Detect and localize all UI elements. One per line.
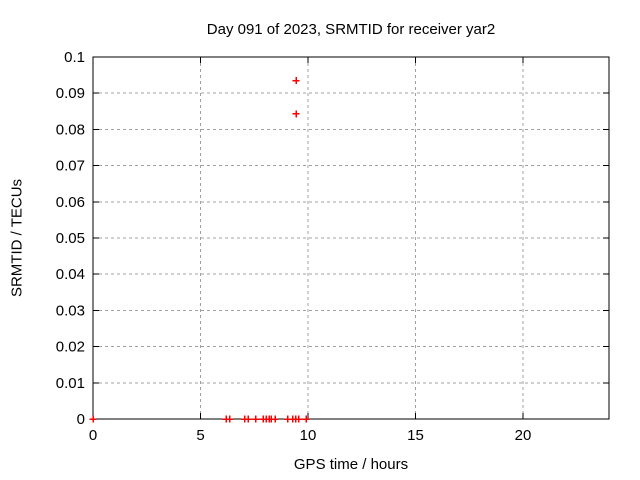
y-tick-label: 0 xyxy=(77,411,85,428)
y-tick-label: 0.1 xyxy=(64,49,85,66)
data-point-marker xyxy=(295,415,303,423)
y-tick-label: 0.08 xyxy=(56,121,85,138)
data-point-marker xyxy=(226,415,234,423)
data-point-marker xyxy=(292,77,300,85)
y-axis-title: SRMTID / TECUs xyxy=(8,178,26,298)
x-tick-label: 0 xyxy=(89,427,97,444)
data-point-marker xyxy=(302,415,310,423)
data-point-marker xyxy=(244,415,252,423)
y-tick-label: 0.07 xyxy=(56,158,85,175)
data-point-marker xyxy=(252,415,260,423)
data-point-marker xyxy=(292,110,300,118)
y-tick-label: 0.04 xyxy=(56,266,85,283)
y-tick-label: 0.05 xyxy=(56,230,85,247)
y-tick-label: 0.06 xyxy=(56,194,85,211)
data-point-marker xyxy=(271,415,279,423)
y-tick-label: 0.09 xyxy=(56,85,85,102)
y-tick-label: 0.03 xyxy=(56,302,85,319)
x-tick-label: 10 xyxy=(300,427,317,444)
x-tick-label: 15 xyxy=(407,427,424,444)
y-tick-label: 0.02 xyxy=(56,339,85,356)
chart-title: Day 091 of 2023, SRMTID for receiver yar… xyxy=(206,21,496,38)
x-tick-label: 5 xyxy=(196,427,204,444)
x-tick-label: 20 xyxy=(515,427,532,444)
data-point-marker xyxy=(89,415,97,423)
y-tick-label: 0.01 xyxy=(56,375,85,392)
x-axis-title: GPS time / hours xyxy=(293,456,409,473)
